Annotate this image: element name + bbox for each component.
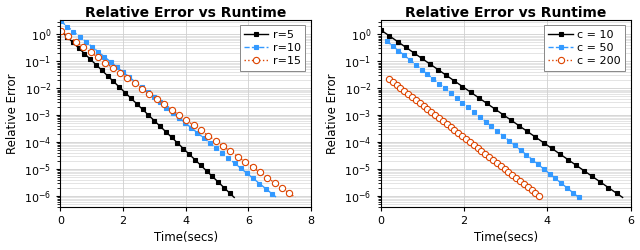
r=5 [194,161,202,164]
Line: c = 10: c = 10 [379,28,625,200]
r=15 [104,63,112,66]
c = 10 [611,190,618,193]
r=15 [187,122,195,125]
Line: c = 50: c = 50 [385,39,581,200]
r=5 [230,196,238,199]
r=5 [153,122,161,125]
c = 10 [511,122,519,124]
Title: Relative Error vs Runtime: Relative Error vs Runtime [85,6,286,20]
c = 50 [559,183,567,186]
r=15 [57,30,65,33]
Y-axis label: Relative Error: Relative Error [326,73,339,154]
c = 50 [383,40,390,42]
c = 200 [538,196,545,199]
r=10 [269,194,277,196]
Line: r=5: r=5 [59,29,237,200]
r=10 [164,107,172,110]
Line: r=15: r=15 [58,28,298,201]
r=5 [177,144,184,147]
r=10 [65,26,73,29]
c = 200 [483,154,491,157]
Line: r=10: r=10 [59,19,279,200]
r=5 [104,74,111,77]
r=10 [273,196,280,199]
r=15 [280,188,287,190]
r=5 [225,190,232,193]
c = 10 [442,74,450,77]
r=10 [57,20,65,23]
c = 200 [385,77,393,80]
c = 50 [420,70,428,72]
r=5 [93,64,101,68]
r=10 [96,52,104,54]
Line: c = 200: c = 200 [386,76,545,200]
X-axis label: Time(secs): Time(secs) [154,232,218,244]
c = 10 [378,29,385,32]
c = 50 [565,188,573,191]
c = 200 [477,150,485,152]
c = 200 [520,182,528,186]
c = 50 [575,196,582,199]
c = 200 [476,148,483,151]
r=15 [209,137,216,140]
Y-axis label: Relative Error: Relative Error [6,73,19,154]
c = 200 [452,130,460,133]
c = 10 [544,144,552,147]
r=5 [57,30,65,33]
r=10 [70,30,77,33]
r=10 [79,38,86,41]
c = 10 [619,196,627,199]
r=15 [291,196,299,199]
c = 200 [489,158,497,162]
c = 50 [497,133,505,136]
Legend: c = 10, c = 50, c = 200: c = 10, c = 50, c = 200 [544,25,625,71]
X-axis label: Time(secs): Time(secs) [474,232,538,244]
c = 50 [428,76,435,79]
c = 10 [428,64,436,67]
c = 10 [568,161,576,164]
r=15 [249,166,257,168]
Title: Relative Error vs Runtime: Relative Error vs Runtime [405,6,607,20]
Legend: r=5, r=10, r=15: r=5, r=10, r=15 [239,25,305,71]
r=15 [124,77,131,80]
c = 50 [482,120,490,123]
